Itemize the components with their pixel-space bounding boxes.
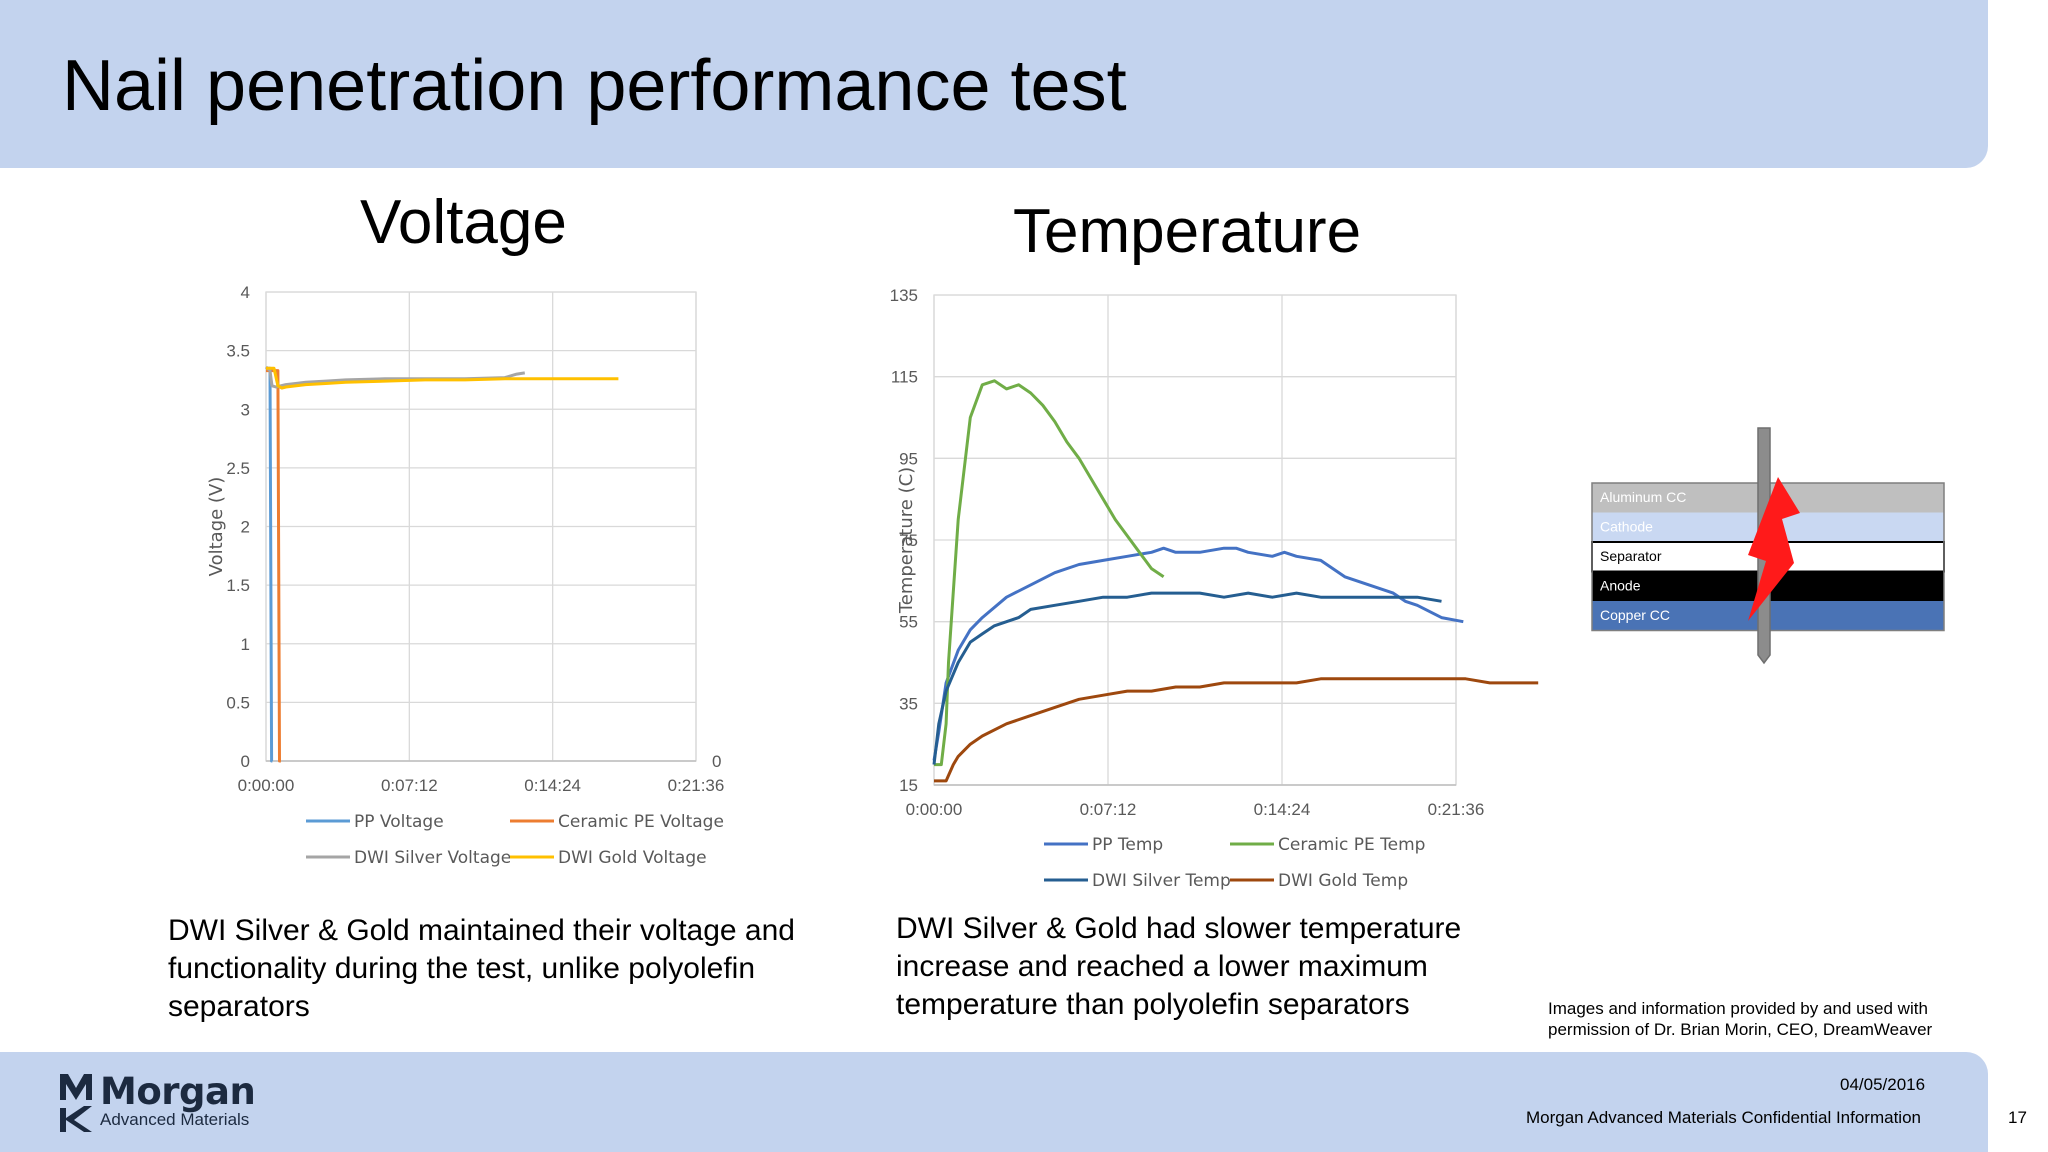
temperature-chart: 15 35 55 75 95 115 135 0:00:00 0:07:12 0:14:24 0:2… [890, 286, 1539, 891]
y-tick-label: 3 [241, 400, 250, 419]
layer-label-cathode: Cathode [1600, 519, 1653, 535]
y-tick-label: 115 [891, 368, 918, 387]
morgan-logo: Morgan Advanced Materials [58, 1070, 298, 1136]
voltage-chart-title: Voltage [360, 188, 567, 257]
layer-label-aluminum-cc: Aluminum CC [1600, 489, 1686, 505]
x-tick-label: 0:07:12 [1080, 800, 1137, 819]
y-tick-label: 2.5 [226, 459, 250, 478]
y-tick-label: 2 [241, 518, 250, 537]
legend-label-dwi-gold-voltage: DWI Gold Voltage [558, 848, 707, 868]
legend-label-pp-temp: PP Temp [1092, 835, 1163, 855]
footer-confidential: Morgan Advanced Materials Confidential I… [1526, 1108, 1921, 1127]
voltage-caption: DWI Silver & Gold maintained their volta… [168, 914, 795, 1023]
logo-tagline: Advanced Materials [100, 1110, 250, 1129]
x-tick-label: 0:21:36 [1428, 800, 1485, 819]
temperature-chart-title: Temperature [1013, 197, 1362, 266]
x-tick-label: 0:00:00 [238, 776, 295, 795]
footer-band [0, 1052, 1988, 1152]
credit-note: Images and information provided by and u… [1548, 999, 1933, 1039]
y-tick-label: 95 [899, 449, 918, 468]
voltage-chart: 0 0.5 1 1.5 2 2.5 3 3.5 4 0:00:00 0:07:12 0:14:24 0:… [206, 283, 725, 868]
legend-label-dwi-silver-temp: DWI Silver Temp [1092, 871, 1231, 891]
x-tick-label: 0:07:12 [381, 776, 438, 795]
x-tick-label: 0:00:00 [906, 800, 963, 819]
morgan-mk-logo-icon [60, 1074, 92, 1132]
x-tick-label: 0:14:24 [1254, 800, 1311, 819]
legend-label-ceramic-pe-voltage: Ceramic PE Voltage [558, 812, 724, 832]
legend-label-dwi-silver-voltage: DWI Silver Voltage [354, 848, 511, 868]
series-line-dwi-gold-voltage [266, 366, 619, 390]
series-line-dwi-silver-temp [932, 591, 1442, 765]
y-tick-label: 1 [241, 635, 250, 654]
y-tick-label: 0.5 [226, 693, 250, 712]
y-axis-label: Temperature (C) [896, 467, 917, 614]
legend-label-dwi-gold-temp: DWI Gold Temp [1278, 871, 1408, 891]
y-tick-label: 1.5 [226, 576, 250, 595]
x-tick-label: 0:21:36 [668, 776, 725, 795]
nail-penetration-diagram: Aluminum CC Cathode Separator Anode Copper C… [1591, 427, 1945, 665]
secondary-y-tick-label: 0 [712, 752, 721, 771]
y-tick-label: 55 [899, 613, 918, 632]
y-tick-label: 135 [890, 286, 918, 305]
series-line-dwi-gold-temp [934, 677, 1539, 783]
layer-label-separator: Separator [1600, 548, 1662, 564]
x-tick-label: 0:14:24 [524, 776, 581, 795]
y-axis-label: Voltage (V) [206, 477, 227, 577]
temperature-caption: DWI Silver & Gold had slower temperature… [896, 912, 1462, 1021]
lightning-spark-icon [1748, 477, 1800, 621]
header-band [0, 0, 1988, 168]
y-tick-label: 75 [899, 531, 918, 550]
y-tick-label: 15 [899, 776, 918, 795]
legend-label-pp-voltage: PP Voltage [354, 812, 444, 832]
y-tick-label: 3.5 [226, 342, 250, 361]
y-tick-label: 4 [241, 283, 250, 302]
layer-label-anode: Anode [1600, 578, 1641, 594]
page-number: 17 [2008, 1108, 2027, 1127]
series-line-ceramic-pe-temp [934, 379, 1165, 767]
series-line-ceramic-pe-voltage [266, 369, 281, 763]
slide-title: Nail penetration performance test [62, 46, 1127, 126]
series-line-pp-temp [932, 546, 1464, 761]
legend-label-ceramic-pe-temp: Ceramic PE Temp [1278, 835, 1425, 855]
footer-date: 04/05/2016 [1840, 1075, 1926, 1094]
y-tick-label: 0 [241, 752, 250, 771]
logo-wordmark: Morgan [100, 1070, 256, 1113]
layer-label-copper-cc: Copper CC [1600, 607, 1670, 623]
y-tick-label: 35 [899, 694, 918, 713]
